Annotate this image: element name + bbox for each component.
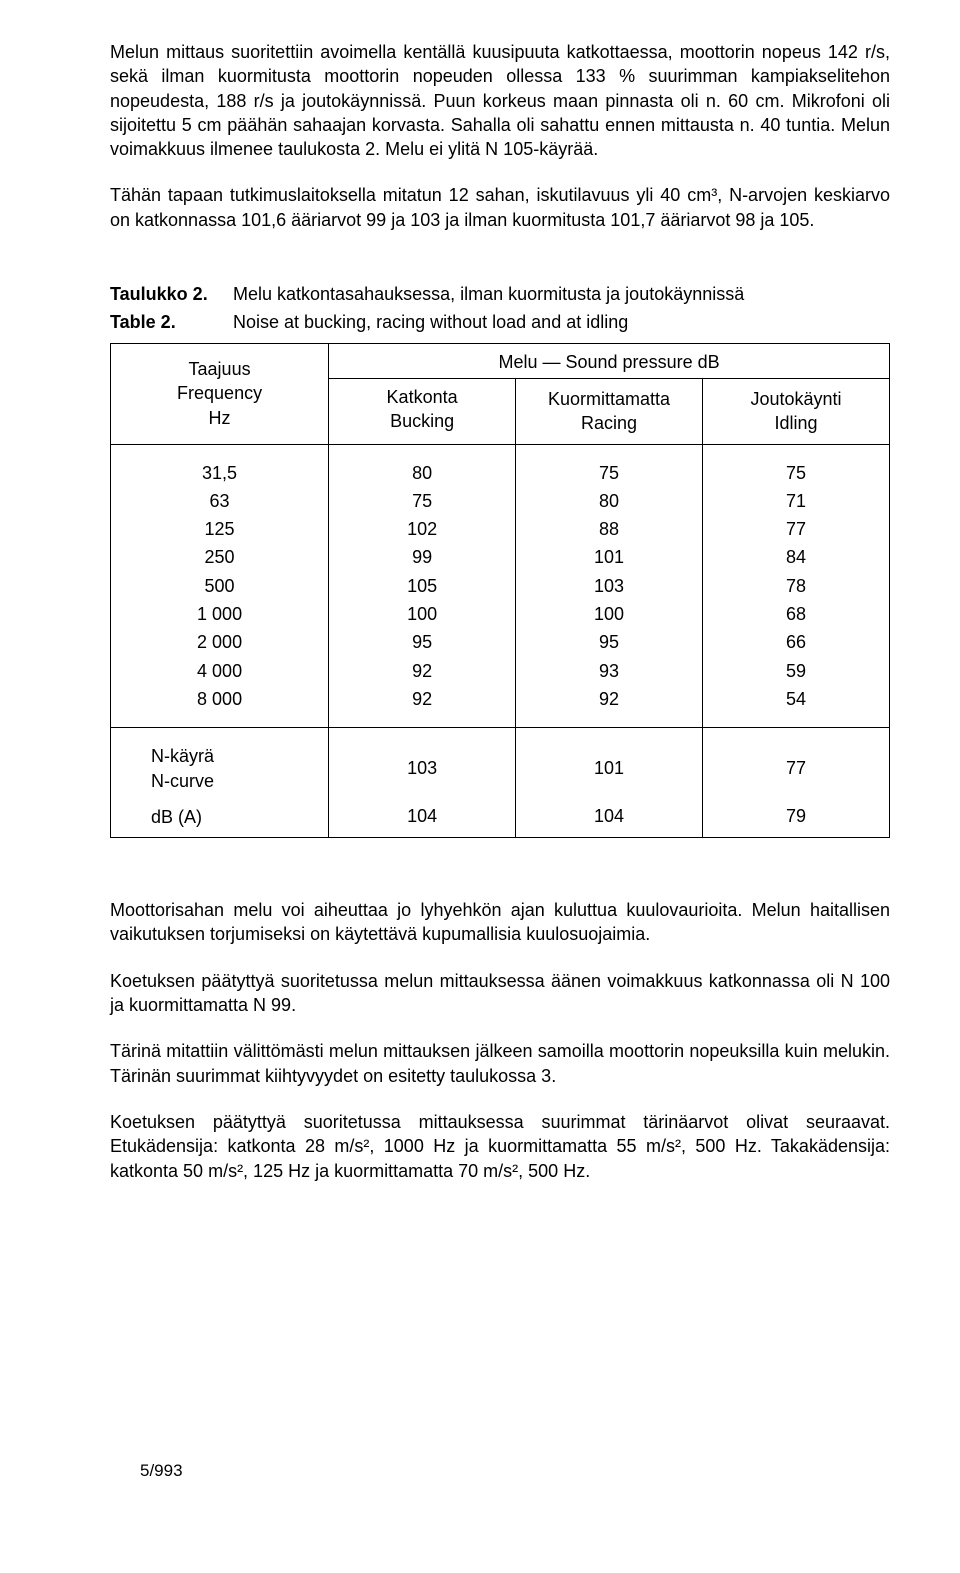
cell-racing: 93: [516, 657, 703, 685]
table-caption-fi: Taulukko 2. Melu katkontasahauksessa, il…: [110, 282, 890, 306]
cell-bucking: 100: [329, 600, 516, 628]
cell-idling: 68: [703, 600, 890, 628]
ncurve-label-en: N-curve: [151, 769, 320, 793]
paragraph-1: Melun mittaus suoritettiin avoimella ken…: [110, 40, 890, 161]
table-caption-text-fi: Melu katkontasahauksessa, ilman kuormitu…: [233, 282, 890, 306]
dba-c3: 79: [703, 795, 890, 838]
cell-frequency: 1 000: [111, 600, 329, 628]
cell-frequency: 250: [111, 543, 329, 571]
table-row-ncurve: N-käyrä N-curve 103 101 77: [111, 742, 890, 795]
ncurve-c1: 103: [329, 742, 516, 795]
th-idling-en: Idling: [711, 411, 881, 435]
page-footer: 5/993: [140, 1460, 183, 1483]
table-row: 63758071: [111, 487, 890, 515]
table-row: 1251028877: [111, 515, 890, 543]
cell-idling: 54: [703, 685, 890, 713]
cell-idling: 59: [703, 657, 890, 685]
ncurve-label: N-käyrä N-curve: [111, 742, 329, 795]
cell-bucking: 105: [329, 572, 516, 600]
dba-label: dB (A): [111, 795, 329, 838]
cell-racing: 101: [516, 543, 703, 571]
cell-idling: 66: [703, 628, 890, 656]
cell-frequency: 63: [111, 487, 329, 515]
cell-idling: 75: [703, 459, 890, 487]
table-caption-label-fi: Taulukko 2.: [110, 282, 233, 306]
th-racing: Kuormittamatta Racing: [516, 378, 703, 444]
th-frequency-fi: Taajuus: [119, 357, 320, 381]
paragraph-3: Moottorisahan melu voi aiheuttaa jo lyhy…: [110, 898, 890, 947]
cell-idling: 77: [703, 515, 890, 543]
cell-racing: 92: [516, 685, 703, 713]
cell-bucking: 80: [329, 459, 516, 487]
noise-table: Taajuus Frequency Hz Melu — Sound pressu…: [110, 343, 890, 838]
table-row: 1 00010010068: [111, 600, 890, 628]
cell-racing: 88: [516, 515, 703, 543]
cell-racing: 100: [516, 600, 703, 628]
cell-frequency: 125: [111, 515, 329, 543]
table-row: 4 000929359: [111, 657, 890, 685]
cell-racing: 75: [516, 459, 703, 487]
ncurve-c3: 77: [703, 742, 890, 795]
cell-frequency: 2 000: [111, 628, 329, 656]
paragraph-4: Koetuksen päätyttyä suoritetussa melun m…: [110, 969, 890, 1018]
table-caption-label-en: Table 2.: [110, 310, 233, 334]
cell-racing: 103: [516, 572, 703, 600]
dba-c2: 104: [516, 795, 703, 838]
dba-c1: 104: [329, 795, 516, 838]
th-racing-en: Racing: [524, 411, 694, 435]
cell-frequency: 31,5: [111, 459, 329, 487]
th-frequency: Taajuus Frequency Hz: [111, 343, 329, 444]
table-row: 2 000959566: [111, 628, 890, 656]
th-racing-fi: Kuormittamatta: [524, 387, 694, 411]
cell-idling: 84: [703, 543, 890, 571]
table-row-dba: dB (A) 104 104 79: [111, 795, 890, 838]
cell-idling: 71: [703, 487, 890, 515]
cell-racing: 80: [516, 487, 703, 515]
table-row: 50010510378: [111, 572, 890, 600]
th-bucking: Katkonta Bucking: [329, 378, 516, 444]
table-caption-en: Table 2. Noise at bucking, racing withou…: [110, 310, 890, 334]
cell-bucking: 75: [329, 487, 516, 515]
cell-frequency: 4 000: [111, 657, 329, 685]
table-row: 31,5807575: [111, 459, 890, 487]
th-idling-fi: Joutokäynti: [711, 387, 881, 411]
th-frequency-unit: Hz: [119, 406, 320, 430]
table-row: 2509910184: [111, 543, 890, 571]
table-row: 8 000929254: [111, 685, 890, 713]
paragraph-5: Tärinä mitattiin välittömästi melun mitt…: [110, 1039, 890, 1088]
cell-bucking: 92: [329, 685, 516, 713]
cell-bucking: 99: [329, 543, 516, 571]
ncurve-c2: 101: [516, 742, 703, 795]
th-frequency-en: Frequency: [119, 381, 320, 405]
cell-frequency: 8 000: [111, 685, 329, 713]
th-bucking-en: Bucking: [337, 409, 507, 433]
cell-bucking: 102: [329, 515, 516, 543]
ncurve-label-fi: N-käyrä: [151, 744, 320, 768]
table-caption-text-en: Noise at bucking, racing without load an…: [233, 310, 890, 334]
cell-frequency: 500: [111, 572, 329, 600]
cell-bucking: 92: [329, 657, 516, 685]
cell-bucking: 95: [329, 628, 516, 656]
th-group: Melu — Sound pressure dB: [329, 343, 890, 378]
cell-racing: 95: [516, 628, 703, 656]
paragraph-2: Tähän tapaan tutkimuslaitoksella mitatun…: [110, 183, 890, 232]
paragraph-6: Koetuksen päätyttyä suoritetussa mittauk…: [110, 1110, 890, 1183]
cell-idling: 78: [703, 572, 890, 600]
th-idling: Joutokäynti Idling: [703, 378, 890, 444]
th-bucking-fi: Katkonta: [337, 385, 507, 409]
